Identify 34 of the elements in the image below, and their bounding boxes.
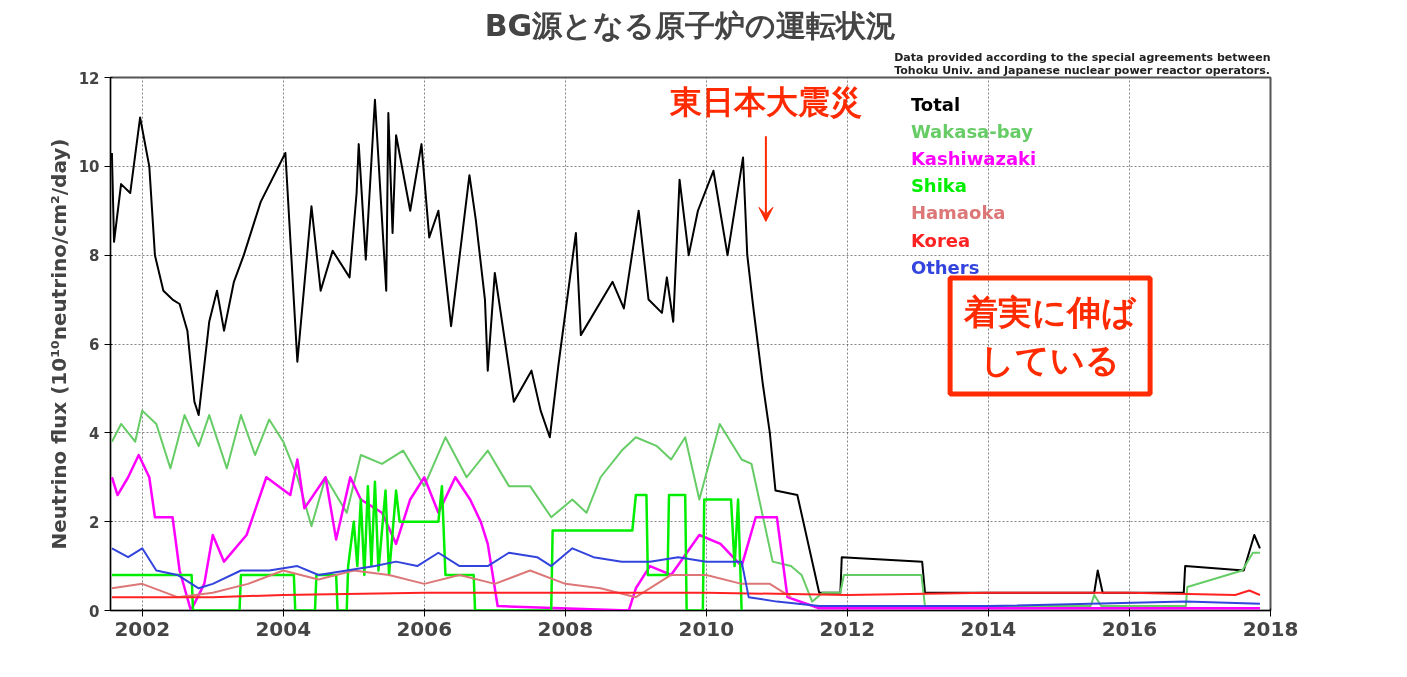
text: Kashiwazaki (910, 148, 1037, 170)
x-tick-label: 2006 (396, 616, 453, 641)
line-series (110, 589, 1261, 599)
y-tick-label: 8 (89, 247, 100, 266)
text: Wakasa-bay (910, 120, 1034, 142)
x-tick-label: 2018 (1242, 616, 1299, 641)
text: Shika (910, 175, 967, 197)
y-tick-label: 10 (78, 158, 100, 177)
y-tick-label: 12 (78, 69, 100, 88)
x-tick-label: 2012 (819, 616, 876, 641)
x-tick-label: 2004 (255, 616, 312, 641)
annotation: 着実に伸ばしている (963, 292, 1138, 381)
line-series (110, 453, 1262, 611)
y-tick-label: 6 (89, 336, 100, 354)
y-tick-label: 4 (89, 424, 100, 443)
y-axis-title: Neutrino flux (10¹⁰neutrino/cm²/day) (46, 138, 71, 550)
text: Korea (910, 229, 971, 251)
x-tick-label: 2008 (537, 616, 594, 641)
line-series (110, 409, 1261, 608)
text: Total (910, 93, 961, 115)
y-tick-label: 0 (89, 602, 100, 621)
chart-title: BG源となる原子炉の運転状況 (484, 7, 897, 43)
annotation: 東日本大震災 (668, 82, 862, 121)
line-series (110, 547, 1261, 608)
x-tick-label: 2014 (960, 616, 1017, 641)
x-tick-label: 2016 (1101, 616, 1158, 641)
y-tick-label: 2 (89, 513, 100, 532)
line-series (110, 480, 743, 611)
x-tick-label: 2002 (114, 616, 171, 641)
text: Others (910, 256, 980, 278)
text: Data provided according to the special agreements between Tohoku Univ. and Japanese nuclear power reactor operators. (894, 50, 1271, 77)
line-series (110, 569, 792, 599)
text: Hamaoka (910, 202, 1006, 224)
x-tick-label: 2010 (678, 616, 735, 641)
